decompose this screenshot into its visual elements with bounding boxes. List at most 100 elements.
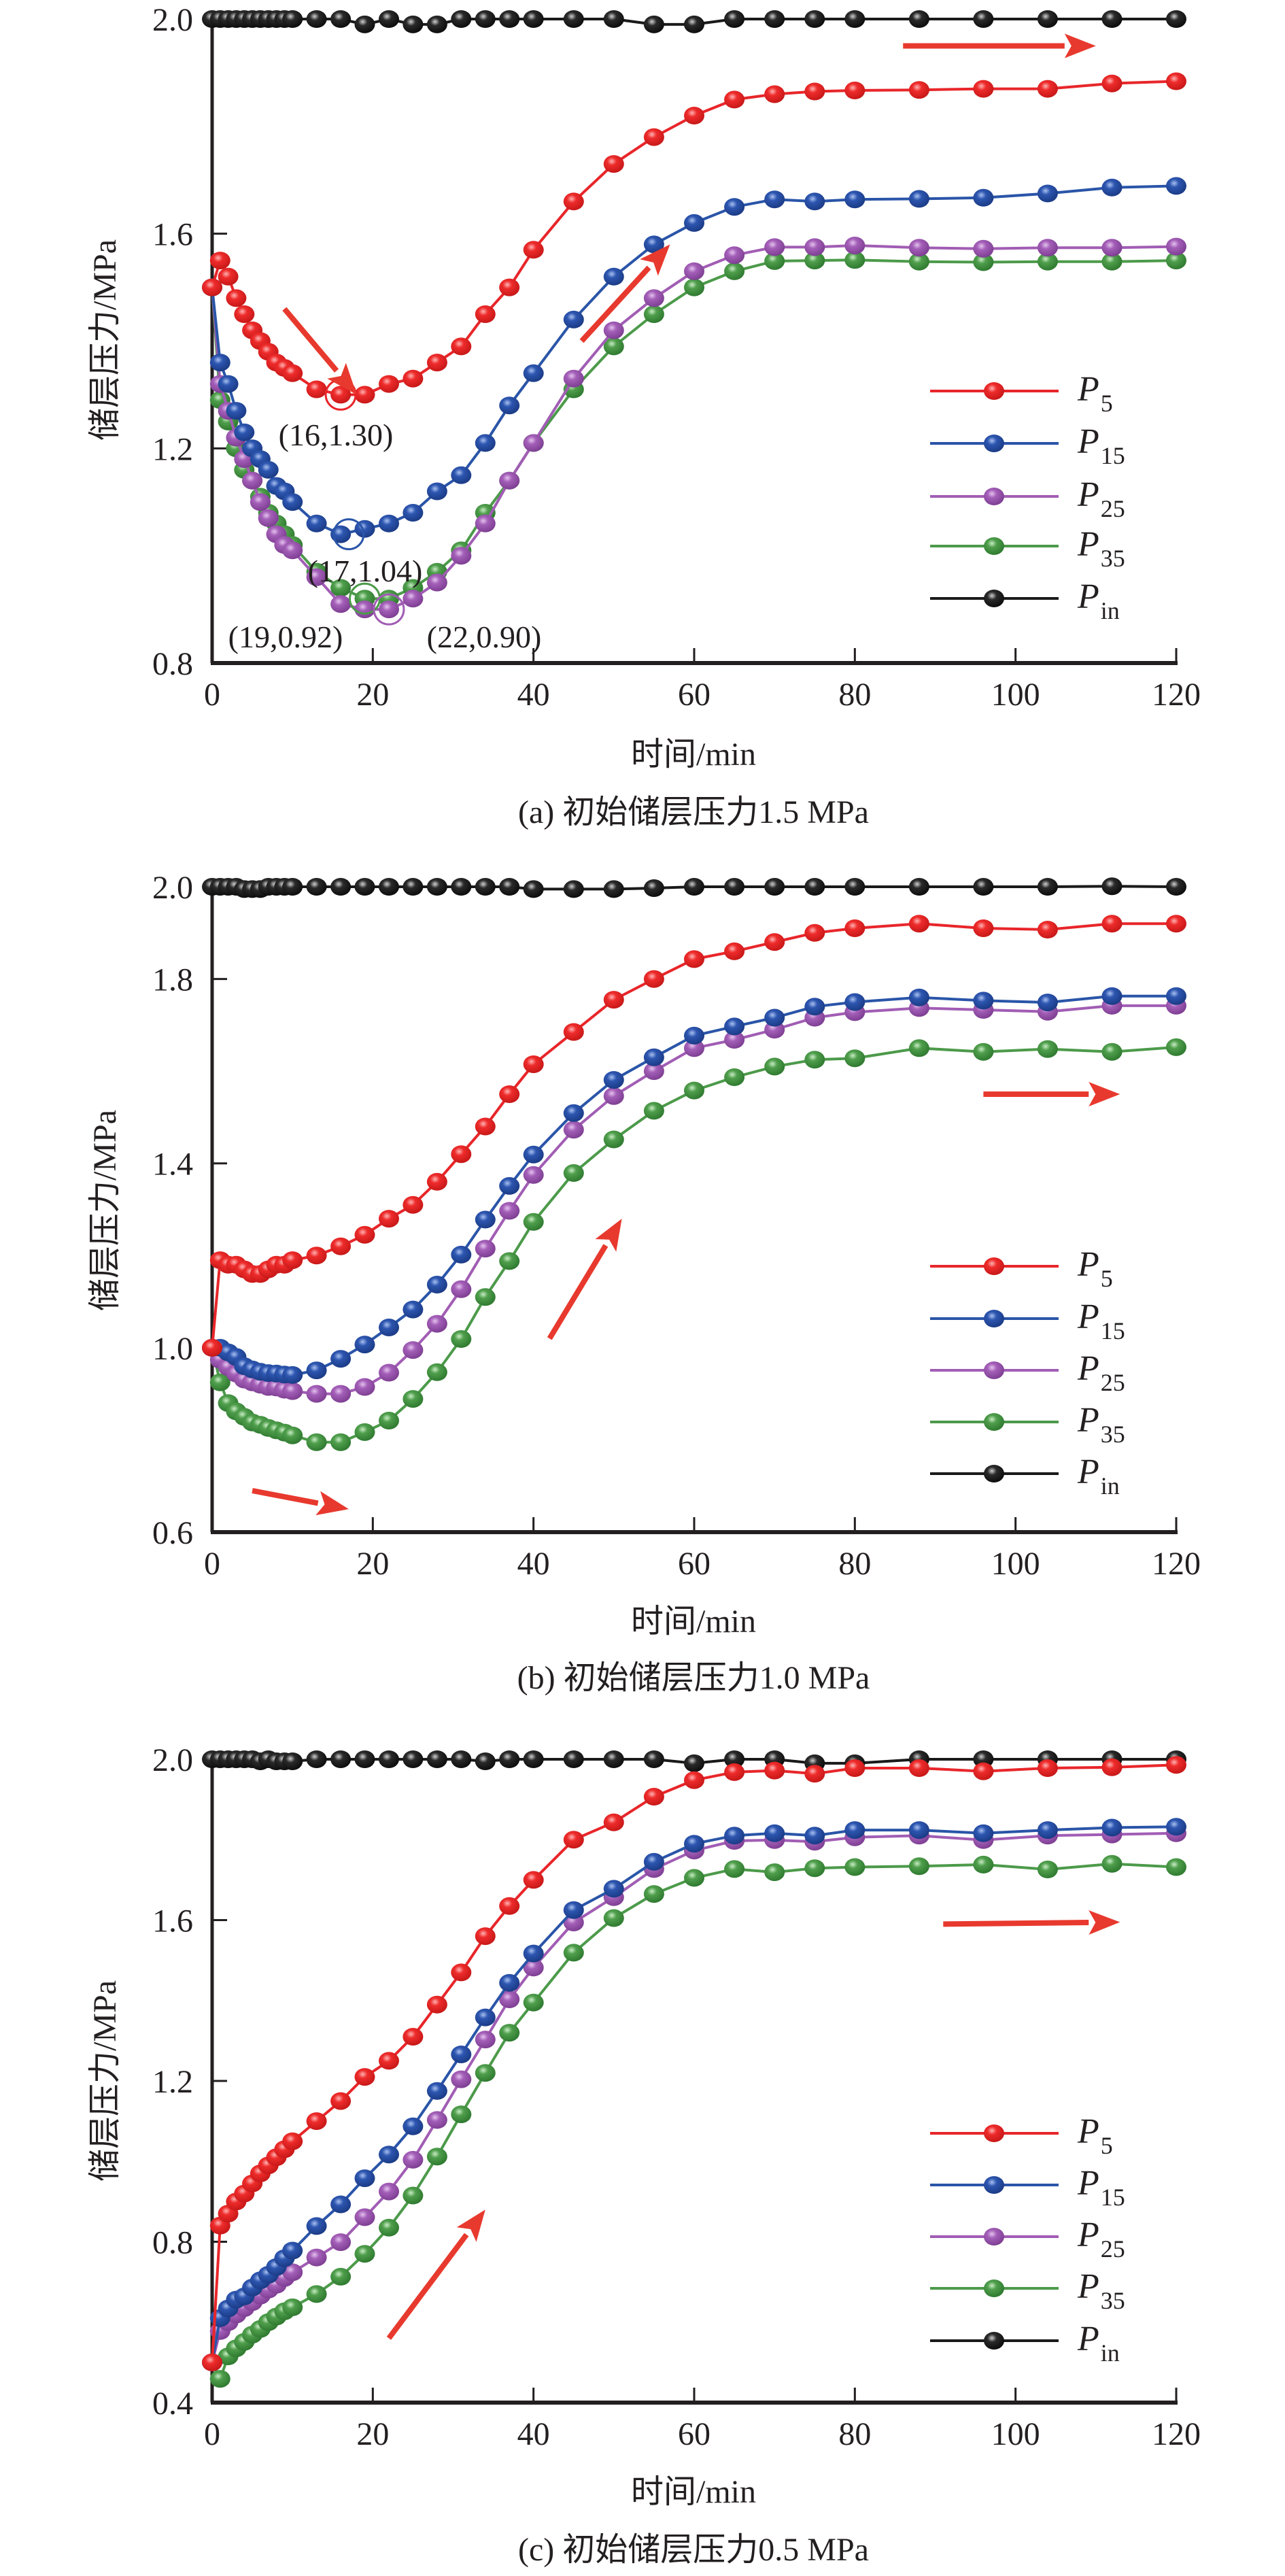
series-line-P35 [211,1862,1177,2381]
arrow-shaft [252,1488,319,1506]
data-point-P25 [330,1385,352,1403]
data-point-P15 [563,1901,584,1919]
arrow-head [456,2209,485,2242]
data-point-Pin [973,10,994,28]
data-point-P35 [402,1390,424,1408]
data-point-P35 [354,2245,375,2263]
legend-marker [984,1413,1004,1431]
data-point-P15 [379,1319,399,1336]
data-point-P15 [499,396,520,415]
data-point-P5 [764,933,785,951]
data-point-P35 [330,579,352,597]
data-point-P5 [1037,1759,1058,1777]
panel-b-caption: (b) 初始储层压力1.0 MPa [517,1660,870,1696]
data-point-P25 [451,547,472,565]
series-line-P25 [211,244,1177,611]
data-point-P5 [563,1831,584,1849]
data-point-P15 [330,1350,352,1368]
legend-label-sub: 15 [1101,2184,1125,2211]
legend-marker [984,1310,1004,1327]
data-point-P25 [523,1959,544,1977]
data-point-P5 [282,364,303,382]
data-point-P15 [234,423,255,441]
panel-c-xlabel: 时间/min [631,2474,756,2510]
data-point-Pin [282,1752,303,1770]
arrow-head [640,244,670,276]
data-point-P35 [1166,1038,1186,1056]
legend-label-sub: 5 [1101,390,1113,417]
data-point-P5 [218,267,239,286]
data-point-P5 [475,305,496,323]
data-point-Pin [426,15,447,33]
legend-marker [984,435,1004,452]
data-point-P15 [643,1048,664,1066]
data-point-Pin [1037,878,1058,896]
data-point-P35 [523,1213,544,1231]
data-point-P35 [451,1330,472,1348]
data-point-P35 [643,1102,664,1120]
data-point-P35 [282,1426,303,1444]
data-point-P25 [643,1062,664,1081]
legend-marker [984,1361,1004,1379]
data-point-Pin [282,10,303,28]
data-point-P5 [475,1927,496,1946]
x-tick-label: 40 [517,1546,550,1582]
data-point-P35 [475,2064,496,2082]
data-point-Pin [1101,10,1123,28]
data-point-P35 [306,1433,327,1451]
legend-label: Pin [1077,1453,1120,1499]
arrow-shaft [943,1919,1089,1927]
legend-marker [984,537,1004,555]
data-point-Pin [475,878,496,896]
legend-label-sub: 25 [1101,2235,1125,2263]
data-point-P5 [844,82,866,99]
data-point-P25 [973,239,994,258]
data-point-P25 [563,369,584,388]
data-point-P5 [908,81,929,99]
data-point-P35 [844,1858,866,1876]
data-point-P35 [684,278,704,296]
data-point-Pin [603,880,624,898]
data-point-Pin [306,10,327,28]
data-point-P5 [1166,915,1186,933]
panel-a-xlabel: 时间/min [631,736,756,773]
data-point-P25 [603,321,624,339]
data-point-P25 [523,1166,544,1184]
legend-label-main: P [1077,1453,1099,1491]
data-point-P25 [523,434,544,452]
legend-label: P35 [1077,2267,1125,2314]
data-point-Pin [724,878,745,896]
data-point-P35 [804,1051,825,1069]
x-tick-label: 120 [1152,677,1201,713]
data-point-Pin [643,15,664,33]
data-point-P35 [724,1068,745,1086]
data-point-P35 [643,1885,664,1903]
data-point-P35 [1101,1854,1123,1873]
data-point-P25 [844,237,866,254]
data-point-P15 [306,1361,327,1380]
data-point-P5 [499,278,520,296]
data-point-P25 [379,2182,399,2201]
trend-arrow-icon [386,2209,485,2340]
panel-c-caption: (c) 初始储层压力0.5 MPa [518,2532,869,2568]
data-point-Pin [426,878,447,896]
data-point-P25 [306,1385,327,1403]
data-point-P15 [1101,1818,1123,1837]
data-point-P35 [1037,1040,1058,1058]
x-tick-label: 0 [204,1546,220,1582]
x-tick-label: 60 [678,2416,710,2452]
data-point-P5 [306,2112,327,2131]
data-point-P5 [684,950,704,968]
series-line-P15 [211,184,1177,536]
legend-item-Pin: Pin [930,2320,1120,2367]
data-point-P25 [426,2111,447,2129]
data-point-P15 [844,190,866,209]
legend-item-P35: P35 [930,525,1125,572]
series-line-P5 [211,80,1177,396]
arrow-head [1089,1082,1120,1106]
legend-label: P15 [1077,422,1125,469]
data-point-P5 [973,80,994,98]
legend-item-Pin: Pin [930,1453,1120,1499]
annotation-label: (16,1.30) [279,418,394,452]
